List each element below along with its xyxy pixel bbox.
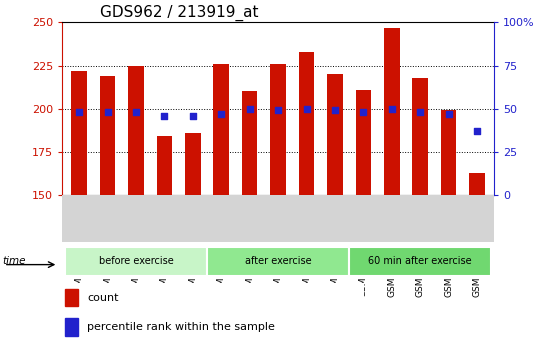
Point (103, 109, 112, 115)
Bar (299, 52, 314, 195)
Bar (128, 66, 144, 195)
Bar (100, 76, 116, 195)
Bar (327, 74, 343, 195)
Bar (65, 318, 78, 336)
Point (359, 109, 368, 115)
Point (302, 106, 311, 111)
Bar (65, 289, 78, 306)
Bar (413, 78, 428, 195)
Bar (441, 110, 456, 195)
Text: percentile rank within the sample: percentile rank within the sample (87, 322, 275, 332)
Text: before exercise: before exercise (99, 256, 173, 266)
Bar (185, 133, 201, 195)
Bar (242, 91, 258, 195)
Point (416, 109, 424, 115)
Point (444, 111, 453, 117)
Bar (349, 247, 491, 276)
Point (274, 108, 282, 113)
Bar (65, 247, 207, 276)
Bar (271, 64, 286, 195)
Point (245, 106, 254, 111)
Point (132, 109, 140, 115)
Text: time: time (3, 256, 26, 266)
Text: 60 min after exercise: 60 min after exercise (368, 256, 472, 266)
Bar (207, 247, 349, 276)
Bar (157, 136, 172, 195)
Bar (213, 64, 229, 195)
Point (75, 109, 84, 115)
Bar (384, 28, 400, 195)
Point (217, 111, 226, 117)
Point (330, 108, 339, 113)
Text: count: count (87, 293, 118, 303)
Bar (71, 71, 87, 195)
Bar (355, 90, 371, 195)
Text: after exercise: after exercise (245, 256, 312, 266)
Point (472, 128, 481, 134)
Bar (469, 172, 485, 195)
Point (188, 113, 197, 118)
Text: GDS962 / 213919_at: GDS962 / 213919_at (100, 4, 259, 21)
Point (388, 106, 396, 111)
Point (160, 113, 168, 118)
